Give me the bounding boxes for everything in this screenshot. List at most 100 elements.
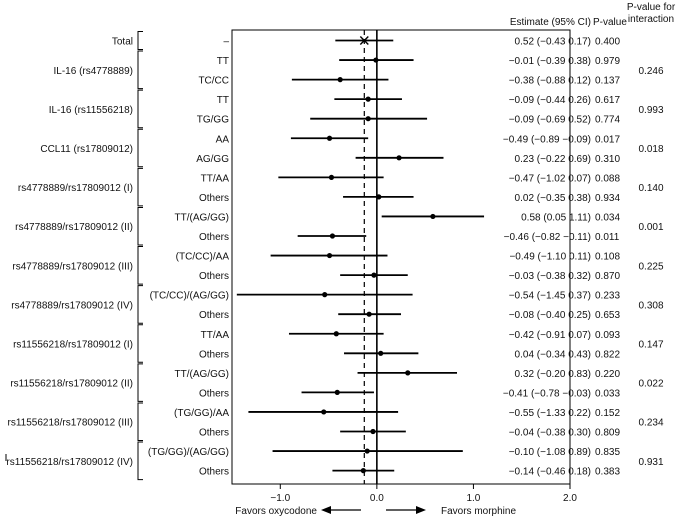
estimate-point (371, 272, 377, 278)
estimate-point (337, 77, 343, 83)
subgroup-label: Others (199, 428, 229, 439)
estimate-ci-text: −0.38 (−0.88 0.12) (509, 76, 591, 87)
subgroup-label: TT (217, 56, 229, 67)
estimate-point (430, 213, 436, 220)
interaction-p-value: 0.931 (638, 457, 663, 468)
subgroup-label: (TG/GG)/(AG/GG) (148, 447, 229, 458)
estimate-ci-text: −0.09 (−0.69 0.52) (509, 115, 591, 126)
group-label: rs4778889/rs17809012 (III) (12, 261, 133, 272)
interaction-pvalue-header: P-value for interaction (627, 2, 676, 25)
estimate-point (334, 389, 340, 395)
p-value-text: 0.870 (595, 271, 620, 282)
interaction-p-value: 0.234 (638, 418, 663, 429)
estimate-point (326, 252, 333, 259)
group-bracket (137, 363, 143, 402)
estimate-ci-text: −0.46 (−0.82 −0.11) (504, 232, 591, 243)
group-label: rs4778889/rs17809012 (I) (18, 183, 133, 194)
favors-morphine-label: Favors morphine (441, 506, 516, 517)
subgroup-label: (TC/CC)/AA (176, 252, 230, 263)
group-bracket (137, 324, 143, 363)
estimate-point (364, 448, 370, 454)
subgroup-label: TT/AA (201, 173, 230, 184)
column-headers: Estimate (95% CI) P-value P-value for int… (510, 2, 676, 28)
estimate-column: 0.52 (−0.43 0.17) 0.400 −0.01 (−0.39 0.38)… (503, 37, 621, 478)
x-tick-label: 1.0 (466, 493, 480, 504)
x-tick-label: 2.0 (563, 493, 577, 504)
p-value-text: 0.137 (595, 76, 620, 87)
subgroup-label: AG/GG (196, 154, 229, 165)
p-value-text: 0.835 (595, 447, 620, 458)
p-value-text: 0.034 (595, 212, 620, 223)
group-label: rs11556218/rs17809012 (IV) (6, 457, 133, 468)
interaction-pvalue-column: 0.246 0.993 0.018 0.140 0.001 0.225 0.308 0.147… (638, 66, 663, 468)
favors-annotation: Favors oxycodone Favors morphine (235, 506, 516, 517)
group-bracket (137, 441, 143, 481)
p-value-text: 0.617 (595, 95, 620, 106)
estimate-ci-text: −0.49 (−1.10 0.11) (509, 252, 591, 263)
estimate-point (396, 155, 402, 161)
group-label: rs11556218/rs17809012 (I) (13, 340, 133, 351)
subgroup-label: Others (199, 467, 229, 478)
interaction-p-value: 0.993 (638, 105, 663, 116)
estimate-point (359, 36, 369, 45)
subgroup-label: Others (199, 388, 229, 399)
interaction-p-value: 0.225 (638, 261, 663, 272)
interaction-p-value: 0.018 (638, 144, 663, 155)
p-value-text: 0.934 (595, 193, 620, 204)
x-axis: −1.0 0.0 1.0 2.0 (270, 484, 577, 504)
favors-oxycodone-label: Favors oxycodone (235, 506, 317, 517)
estimate-ci-text: −0.41 (−0.78 −0.03) (503, 388, 591, 399)
estimate-ci-text: −0.49 (−0.89 −0.09) (503, 134, 591, 145)
p-value-text: 0.774 (595, 115, 620, 126)
interaction-p-value: 0.140 (638, 183, 663, 194)
p-value-text: 0.017 (595, 134, 620, 145)
p-value-text: 0.093 (595, 330, 620, 341)
estimate-point (329, 233, 336, 239)
estimate-ci-text: −0.09 (−0.44 0.26) (509, 95, 591, 106)
p-value-text: 0.108 (595, 252, 620, 263)
subgroup-label: (TG/GG)/AA (174, 408, 229, 419)
estimate-point (321, 409, 327, 415)
p-value-text: 0.152 (595, 408, 620, 419)
estimate-header: Estimate (95% CI) (510, 17, 591, 28)
estimate-ci-text: 0.02 (−0.35 0.38) (515, 193, 591, 204)
subgroup-label: TT/(AG/GG) (175, 212, 229, 223)
group-label: IL-16 (rs11556218) (49, 105, 133, 116)
estimate-ci-text: −0.55 (−1.33 0.22) (509, 408, 591, 419)
x-tick-label: 0.0 (370, 493, 384, 504)
p-value-text: 0.809 (595, 428, 620, 439)
subgroup-label: TT (217, 95, 229, 106)
subgroup-label: AA (216, 134, 230, 145)
estimate-ci-text: −0.14 (−0.46 0.18) (509, 467, 591, 478)
estimate-ci-text: 0.52 (−0.43 0.17) (515, 37, 591, 48)
interaction-p-value: 0.022 (638, 379, 663, 390)
plot-area (231, 29, 571, 485)
group-bracket (137, 89, 143, 129)
estimate-ci-text: 0.23 (−0.22 0.69) (515, 154, 591, 165)
estimate-ci-text: −0.47 (−1.02 0.07) (509, 173, 591, 184)
subgroup-label: TT/AA (201, 330, 230, 341)
subgroup-label: TC/CC (198, 76, 229, 87)
p-value-text: 0.979 (595, 56, 620, 67)
group-labels: – TT TC/CC TT TG/GG AA AG/GG TT/AA Others TT/(AG/… (5, 31, 230, 481)
estimate-point (360, 468, 366, 474)
estimate-point-stroke (359, 36, 369, 45)
subgroup-label: Others (199, 193, 229, 204)
interaction-p-value: 0.147 (638, 340, 663, 351)
plot-frame (231, 29, 571, 485)
subgroup-label: Others (199, 349, 229, 360)
group-bracket (137, 206, 143, 246)
subgroup-label: Others (199, 232, 229, 243)
interaction-p-value: 0.001 (638, 222, 663, 233)
p-value-text: 0.653 (595, 310, 620, 321)
estimate-point (366, 311, 372, 317)
x-tick-label: −1.0 (270, 493, 290, 504)
arrow-left-icon (321, 506, 361, 514)
subgroup-label: TT/(AG/GG) (175, 369, 229, 380)
pvalue-header: P-value (593, 17, 627, 28)
estimate-ci-text: −0.54 (−1.45 0.37) (509, 291, 591, 302)
group-label: rs11556218/rs17809012 (II) (10, 379, 133, 390)
estimate-ci-text: −0.01 (−0.39 0.38) (509, 56, 591, 67)
group-label: IL-16 (rs4778889) (54, 66, 134, 77)
interaction-p-value: 0.308 (638, 300, 663, 311)
